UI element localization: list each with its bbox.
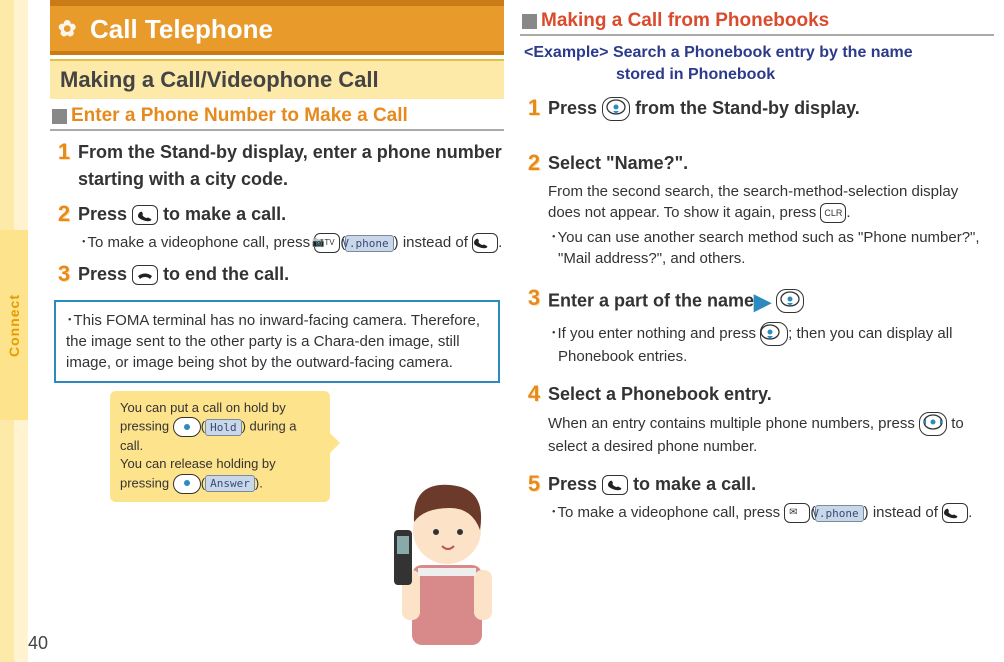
step-body: Select "Name?". From the second search, …	[548, 150, 994, 269]
hold-tip-bubble: You can put a call on hold by pressing (…	[110, 391, 330, 502]
subhead-phonebook: Making a Call from Phonebooks	[520, 4, 994, 36]
left-step-1: 1 From the Stand-by display, enter a pho…	[50, 139, 504, 193]
step-body: From the Stand-by display, enter a phone…	[78, 139, 504, 193]
example-line: <Example> Search a Phonebook entry by th…	[520, 42, 994, 87]
camera-key-icon: 📷TV	[314, 233, 340, 253]
clover-icon: ✿	[58, 16, 76, 42]
subhead-enter-number: Enter a Phone Number to Make a Call	[50, 99, 504, 131]
right-step-5: 5 Press to make a call. ･To make a video…	[520, 471, 994, 523]
vphone-label: V.phone	[815, 505, 863, 522]
step-body: Press to end the call.	[78, 261, 504, 288]
square-bullet-icon	[52, 109, 67, 124]
right-step-1: 1 Press from the Stand-by display.	[520, 95, 994, 122]
call-key-icon	[472, 233, 498, 253]
clr-key-icon: CLR	[820, 203, 846, 223]
mail-key-icon: ✉	[784, 503, 810, 523]
step-number: 3	[520, 285, 548, 367]
center-key-icon	[173, 417, 201, 437]
down-nav-key-icon	[602, 97, 630, 121]
step-sub: ･You can use another search method such …	[548, 227, 994, 269]
end-key-icon	[132, 265, 158, 285]
example-tag: <Example>	[524, 44, 609, 61]
lr-nav-key-icon	[919, 412, 947, 436]
step-body: Enter a part of the name▶ ･If you enter …	[548, 285, 994, 367]
content-area: ✿ Call Telephone Making a Call/Videophon…	[42, 0, 1002, 662]
step-sub: When an entry contains multiple phone nu…	[548, 412, 994, 457]
right-step-2: 2 Select "Name?". From the second search…	[520, 150, 994, 269]
call-key-icon	[942, 503, 968, 523]
side-tab-label: Connect	[6, 294, 22, 357]
step-number: 1	[50, 139, 78, 193]
step-body: Press from the Stand-by display.	[548, 95, 994, 122]
step-sub: ･If you enter nothing and press ; then y…	[548, 322, 994, 367]
right-step-4: 4 Select a Phonebook entry. When an entr…	[520, 381, 994, 457]
note-text: This FOMA terminal has no inward-facing …	[66, 312, 480, 371]
step-body: Select a Phonebook entry. When an entry …	[548, 381, 994, 457]
chapter-title: Call Telephone	[90, 14, 273, 44]
left-column: ✿ Call Telephone Making a Call/Videophon…	[42, 0, 512, 662]
left-step-3: 3 Press to end the call.	[50, 261, 504, 288]
step-sub: ･To make a videophone call, press 📷TV(V.…	[78, 232, 504, 253]
call-key-icon	[132, 205, 158, 225]
answer-label: Answer	[205, 475, 255, 492]
step-number: 1	[520, 95, 548, 122]
hold-label: Hold	[205, 419, 242, 436]
right-step-3: 3 Enter a part of the name▶ ･If you ente…	[520, 285, 994, 367]
down-nav-key-icon	[776, 289, 804, 313]
vphone-label: V.phone	[345, 235, 393, 252]
center-key-icon	[173, 474, 201, 494]
camera-note-box: ･This FOMA terminal has no inward-facing…	[54, 300, 500, 383]
chapter-title-band: ✿ Call Telephone	[50, 0, 504, 55]
call-key-icon	[602, 475, 628, 495]
arrow-icon: ▶	[754, 289, 771, 314]
right-column: Making a Call from Phonebooks <Example> …	[512, 0, 1002, 662]
step-number: 5	[520, 471, 548, 523]
subhead-text: Making a Call from Phonebooks	[541, 10, 829, 32]
step-sub: From the second search, the search-metho…	[548, 181, 994, 223]
step-number: 3	[50, 261, 78, 288]
subhead-text: Enter a Phone Number to Make a Call	[71, 105, 408, 127]
step-sub: ･To make a videophone call, press ✉(V.ph…	[548, 502, 994, 523]
left-step-2: 2 Press to make a call. ･To make a video…	[50, 201, 504, 253]
step-number: 2	[520, 150, 548, 269]
square-bullet-icon	[522, 14, 537, 29]
step-number: 4	[520, 381, 548, 457]
section-head: Making a Call/Videophone Call	[50, 59, 504, 99]
step-number: 2	[50, 201, 78, 253]
step-body: Press to make a call. ･To make a videoph…	[78, 201, 504, 253]
side-tab-connect: Connect	[0, 230, 28, 420]
phone-girl-illustration	[372, 460, 522, 655]
step-body: Press to make a call. ･To make a videoph…	[548, 471, 994, 523]
down-nav-key-icon	[760, 322, 788, 346]
